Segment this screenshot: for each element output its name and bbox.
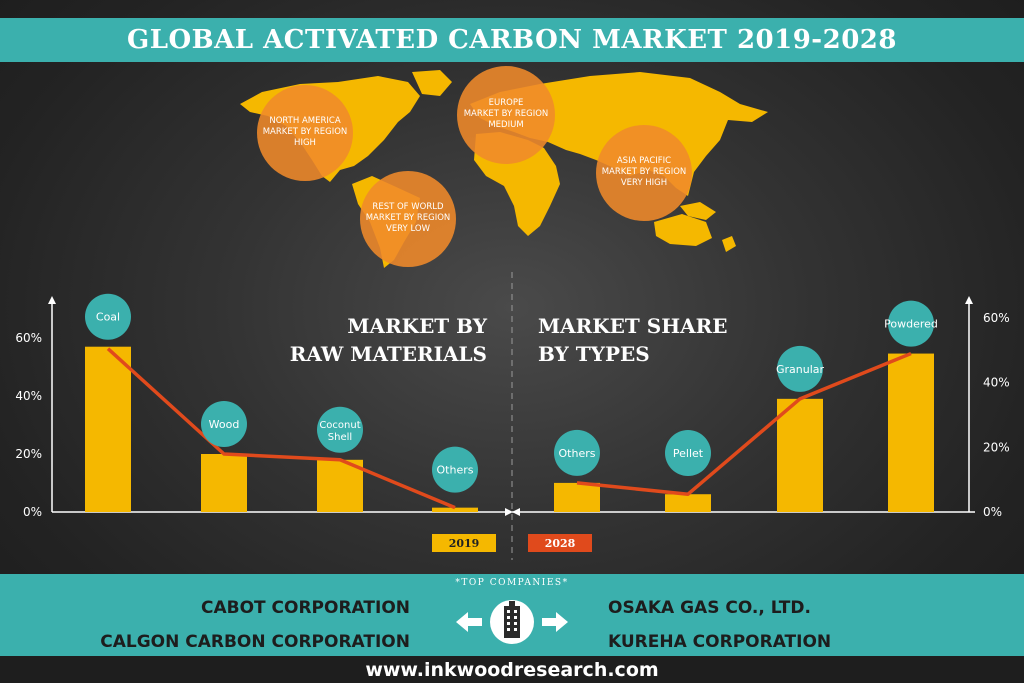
company-cabot: CABOT CORPORATION [200, 598, 410, 618]
category-label: Powdered [884, 318, 938, 331]
y-tick-label: 40% [983, 376, 1010, 390]
category-bubble-circle [554, 429, 600, 476]
category-bubble-circle [85, 293, 131, 340]
region-label-line: NORTH AMERICA [269, 116, 340, 126]
chart-types: 0% 20% 40% 60% MARKET SHARE BY TYPES Others Pel… [512, 296, 1010, 519]
legend-2028-swatch [528, 534, 592, 552]
map-australia [654, 214, 712, 246]
legend-2019-swatch [432, 534, 496, 552]
category-bubble-others: Others [554, 429, 600, 476]
category-label: Pellet [673, 447, 704, 460]
x-axis-arrow-icon [505, 508, 513, 516]
bar-others [432, 507, 478, 512]
region-label-line: MARKET BY REGION [602, 167, 687, 177]
region-circle-rest-of-world [360, 171, 456, 267]
y-tick-label: 20% [983, 440, 1010, 454]
y-tick-label: 0% [23, 505, 42, 519]
region-label-line: MEDIUM [488, 120, 523, 130]
y-tick-label: 0% [983, 505, 1002, 519]
region-circle-asia-pacific [596, 125, 692, 221]
companies-icon-group [456, 600, 568, 644]
trend-line-2028 [576, 351, 912, 496]
map-new-zealand [722, 236, 736, 252]
building-icon [490, 600, 534, 644]
category-label: Others [437, 464, 474, 477]
region-label-line: VERY LOW [386, 224, 431, 234]
category-label: Coconut [319, 420, 360, 431]
chart-title-line: MARKET SHARE [538, 314, 727, 338]
chart-title-line: MARKET BY [347, 314, 487, 338]
legend-2028-label: 2028 [545, 537, 576, 550]
region-label-line: MARKET BY REGION [464, 109, 549, 119]
category-bubble-coal: Coal [85, 293, 131, 340]
chart-title-line: RAW MATERIALS [290, 342, 487, 366]
map-southeast-asia [680, 202, 716, 220]
website-url[interactable]: www.inkwoodresearch.com [365, 658, 659, 681]
region-label-line: EUROPE [489, 98, 524, 108]
category-bubble-pellet: Pellet [665, 430, 711, 476]
company-calgon: CALGON CARBON CORPORATION [100, 632, 410, 652]
bar-granular [777, 398, 823, 512]
region-label-line: REST OF WORLD [372, 202, 444, 212]
title-bar: GLOBAL ACTIVATED CARBON MARKET 2019-2028 [0, 18, 1024, 62]
website-bar: www.inkwoodresearch.com [0, 656, 1024, 683]
top-companies-label: *TOP COMPANIES* [455, 578, 569, 588]
region-label-line: MARKET BY REGION [263, 127, 348, 137]
map-greenland [412, 70, 452, 96]
bar-powdered [888, 353, 934, 512]
category-label: Wood [209, 418, 240, 431]
trend-line-2028 [106, 347, 456, 510]
category-bubble-circle [777, 345, 823, 392]
category-bubble-circle [432, 446, 478, 493]
category-bubble-powdered: Powdered [884, 300, 938, 347]
region-circle-europe [457, 66, 555, 164]
y-axis-arrow-icon [48, 296, 56, 304]
category-bubble-circle [665, 430, 711, 476]
region-label-line: ASIA PACIFIC [617, 156, 671, 166]
y-tick-label: 60% [15, 331, 42, 345]
y-tick-label: 60% [983, 311, 1010, 325]
region-label-line: VERY HIGH [621, 178, 667, 188]
category-bubble-circle [317, 406, 363, 453]
category-label: Granular [776, 363, 825, 376]
company-osaka: OSAKA GAS CO., LTD. [608, 598, 811, 618]
bar-coal [85, 346, 131, 512]
bar-coconut-shell [317, 459, 363, 512]
charts: 0% 20% 40% 60% MARKET BY RAW MATERIALS Coal Woo… [15, 293, 1010, 519]
category-bubble-circle [888, 300, 934, 347]
chart-title-line: BY TYPES [538, 342, 650, 366]
y-tick-label: 40% [15, 389, 42, 403]
category-label: Shell [328, 432, 352, 443]
bar-wood [201, 454, 247, 512]
x-axis-arrow-icon [512, 508, 520, 516]
region-label-line: MARKET BY REGION [366, 213, 451, 223]
chart-raw-materials: 0% 20% 40% 60% MARKET BY RAW MATERIALS Coal Woo… [15, 293, 513, 519]
bar-pellet [665, 494, 711, 512]
category-bubble-wood: Wood [201, 401, 247, 447]
arrow-right-icon [542, 612, 568, 632]
legend-2019-label: 2019 [449, 537, 480, 550]
y-tick-label: 20% [15, 447, 42, 461]
page-title: GLOBAL ACTIVATED CARBON MARKET 2019-2028 [127, 25, 897, 55]
category-bubble-others: Others [432, 446, 478, 493]
y-axis-arrow-icon [965, 296, 973, 304]
category-bubble-granular: Granular [776, 345, 825, 392]
region-label-line: HIGH [294, 138, 316, 148]
category-bubble-circle [201, 401, 247, 447]
region-circle-north-america [257, 85, 353, 181]
company-kureha: KUREHA CORPORATION [608, 632, 832, 652]
category-label: Coal [96, 311, 120, 324]
bar-others [554, 482, 600, 512]
category-label: Others [559, 447, 596, 460]
legend: 2019 2028 [432, 534, 592, 552]
arrow-left-icon [456, 612, 482, 632]
